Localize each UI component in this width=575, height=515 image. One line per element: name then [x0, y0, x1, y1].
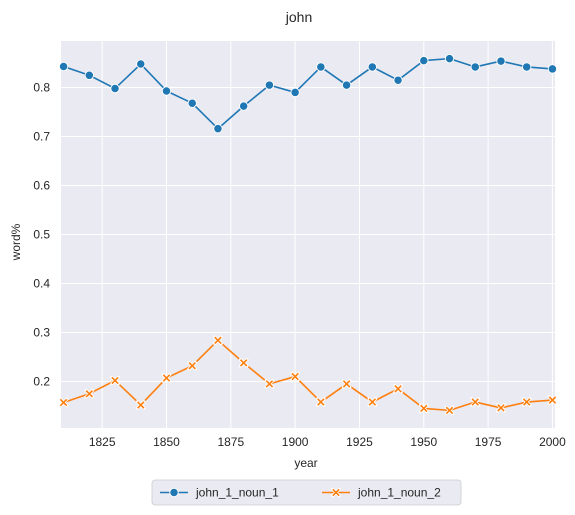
y-tick-label: 0.6 — [33, 179, 50, 193]
legend-item: john_1_noun_1 — [160, 486, 279, 500]
legend: john_1_noun_1 john_1_noun_2 — [151, 479, 462, 506]
axis-ticks: 1825 1850 1875 1900 1925 1950 1975 2000 0.2 0.3 0.… — [33, 81, 566, 449]
data-point — [84, 388, 95, 399]
data-point — [110, 83, 120, 94]
x-tick-label: 1850 — [153, 435, 180, 449]
data-point — [547, 64, 558, 74]
legend-marker — [331, 487, 341, 498]
legend-label: john_1_noun_1 — [195, 486, 279, 500]
data-point — [290, 371, 300, 382]
data-point — [187, 98, 197, 108]
data-point — [419, 55, 429, 66]
y-tick-label: 0.7 — [33, 130, 50, 144]
data-point — [341, 80, 352, 90]
legend-marker — [169, 487, 179, 498]
x-tick-label: 1975 — [475, 435, 502, 449]
x-tick-label: 1925 — [346, 435, 373, 449]
grid — [61, 41, 555, 428]
legend-label: john_1_noun_2 — [357, 486, 441, 500]
series-2 — [58, 335, 558, 416]
chart-title: john — [285, 9, 312, 25]
legend-item: john_1_noun_2 — [322, 486, 441, 500]
data-point — [290, 87, 300, 98]
y-tick-label: 0.8 — [33, 81, 50, 95]
data-point — [264, 379, 275, 389]
x-tick-label: 1875 — [217, 435, 244, 449]
data-point — [393, 75, 403, 85]
series-line — [63, 339, 553, 412]
data-point — [264, 80, 275, 90]
data-point — [470, 62, 480, 72]
data-point — [316, 397, 326, 407]
data-point — [444, 405, 455, 416]
data-point — [418, 403, 429, 414]
data-point — [84, 70, 94, 80]
data-point — [367, 397, 378, 407]
data-point — [393, 384, 403, 394]
y-tick-label: 0.4 — [33, 276, 50, 290]
x-axis-label: year — [294, 456, 317, 470]
data-point — [522, 62, 532, 72]
data-point — [58, 397, 69, 408]
y-tick-label: 0.3 — [33, 325, 50, 339]
data-point — [316, 62, 326, 72]
series-1 — [58, 53, 558, 134]
data-point — [496, 403, 506, 413]
data-point — [496, 56, 506, 66]
data-point — [58, 61, 69, 72]
data-point — [547, 395, 558, 405]
data-point — [470, 397, 481, 407]
data-point — [239, 101, 249, 111]
data-point — [161, 373, 172, 383]
data-point — [521, 397, 532, 407]
x-tick-label: 1950 — [410, 435, 437, 449]
data-point — [367, 62, 377, 72]
y-tick-label: 0.2 — [33, 374, 50, 388]
y-tick-label: 0.5 — [33, 228, 50, 242]
x-tick-label: 1825 — [89, 435, 116, 449]
data-point — [135, 400, 146, 410]
legend-box — [151, 479, 462, 506]
data-point — [238, 358, 249, 368]
data-point — [213, 124, 223, 134]
x-tick-label: 1900 — [282, 435, 309, 449]
data-point — [341, 379, 352, 389]
data-point — [110, 375, 120, 386]
x-tick-label: 2000 — [539, 435, 566, 449]
y-axis-label: word% — [9, 223, 23, 261]
data-point — [444, 53, 455, 64]
data-point — [187, 360, 198, 371]
series — [58, 53, 558, 416]
data-point — [136, 59, 146, 69]
data-point — [213, 335, 223, 346]
data-point — [161, 86, 172, 96]
